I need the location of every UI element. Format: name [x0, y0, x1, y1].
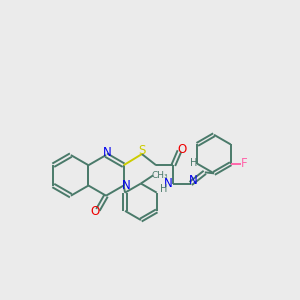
Text: S: S: [138, 144, 146, 157]
Text: O: O: [178, 143, 187, 156]
Text: N: N: [122, 179, 130, 192]
Text: CH₃: CH₃: [151, 171, 168, 180]
Text: N: N: [189, 174, 197, 187]
Text: N: N: [164, 177, 172, 190]
Text: N: N: [103, 146, 112, 159]
Text: F: F: [241, 157, 248, 170]
Text: O: O: [90, 205, 100, 218]
Text: H: H: [190, 158, 197, 168]
Text: H: H: [160, 184, 167, 194]
